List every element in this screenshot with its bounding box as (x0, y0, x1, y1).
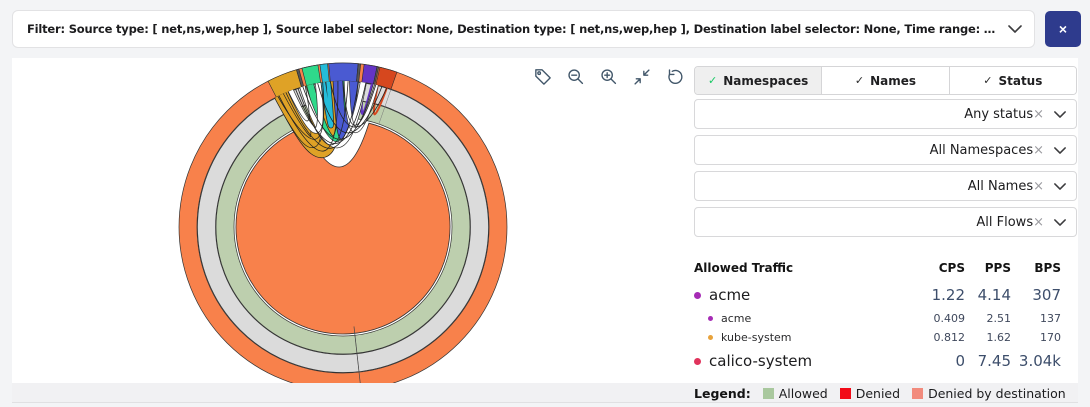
tab-label: Namespaces (723, 73, 809, 88)
flow-filter-panel: ✓ Namespaces ✓ Names ✓ Status Any status… (694, 66, 1077, 375)
column-header-cps: CPS (938, 261, 965, 275)
select-value: Any status (964, 106, 1034, 122)
row-name: acme (721, 312, 752, 325)
denied-swatch (839, 387, 851, 399)
traffic-table-header: Allowed Traffic CPS PPS BPS (694, 255, 1077, 281)
check-icon: ✓ (854, 74, 865, 87)
legend-strip: Legend: Allowed Denied Denied by destina… (12, 383, 1078, 403)
names-filter-select[interactable]: All Names × (694, 171, 1077, 201)
flows-filter-select[interactable]: All Flows × (694, 207, 1077, 237)
tab-label: Names (870, 73, 917, 88)
allowed-swatch (762, 387, 774, 399)
namespace-dot (694, 357, 701, 365)
tab-label: Status (998, 73, 1043, 88)
tag-icon (535, 69, 551, 85)
reset-button[interactable] (662, 64, 688, 90)
close-icon: × (1058, 21, 1068, 37)
cell-pps: 4.14 (977, 286, 1011, 304)
denied-by-destination-swatch (912, 387, 924, 399)
clear-icon[interactable]: × (1033, 106, 1044, 122)
cell-cps: 1.22 (931, 286, 965, 304)
cell-pps: 1.62 (986, 331, 1012, 344)
row-name: calico-system (709, 352, 813, 370)
clear-icon[interactable]: × (1033, 214, 1044, 230)
filter-bar[interactable]: Filter: Source type: [ net,ns,wep,hep ],… (12, 10, 1035, 48)
legend-item-denied-by-destination: Denied by destination (912, 386, 1066, 401)
cell-pps: 2.51 (986, 312, 1012, 325)
chart-toolbar (530, 64, 688, 90)
collapse-button[interactable] (629, 64, 655, 90)
clear-icon[interactable]: × (1033, 178, 1044, 194)
clear-icon[interactable]: × (1033, 142, 1044, 158)
zoom-out-icon (568, 69, 584, 85)
namespace-dot (694, 291, 701, 299)
traffic-table: Allowed Traffic CPS PPS BPS acme 1.22 4.… (694, 255, 1077, 375)
chevron-down-icon (1008, 25, 1022, 33)
layer-tabs: ✓ Namespaces ✓ Names ✓ Status (694, 66, 1077, 95)
cell-cps: 0.812 (933, 331, 966, 344)
chord-diagram[interactable] (12, 58, 690, 383)
select-value: All Names (967, 178, 1034, 194)
row-name: kube-system (721, 331, 792, 344)
cell-bps: 170 (1040, 331, 1061, 344)
check-icon: ✓ (983, 74, 993, 87)
zoom-in-icon (601, 69, 617, 85)
cell-bps: 3.04k (1018, 352, 1061, 370)
namespaces-filter-select[interactable]: All Namespaces × (694, 135, 1077, 165)
filter-summary: Filter: Source type: [ net,ns,wep,hep ],… (27, 22, 1000, 36)
zoom-out-button[interactable] (563, 64, 589, 90)
visualization-card: ✓ Namespaces ✓ Names ✓ Status Any status… (12, 58, 1078, 403)
status-filter-select[interactable]: Any status × (694, 99, 1077, 129)
cell-pps: 7.45 (977, 352, 1011, 370)
select-value: All Namespaces (929, 142, 1034, 158)
chevron-down-icon (1054, 218, 1066, 226)
check-icon: ✓ (708, 74, 718, 87)
legend-item-allowed: Allowed (762, 386, 828, 401)
table-row-acme[interactable]: acme 1.22 4.14 307 (694, 281, 1077, 309)
chevron-down-icon (1054, 110, 1066, 118)
legend-item-denied: Denied (839, 386, 900, 401)
legend-label: Legend: (694, 385, 751, 401)
namespace-dot (708, 316, 713, 321)
select-value: All Flows (976, 214, 1034, 230)
zoom-in-button[interactable] (596, 64, 622, 90)
table-row-calico-system[interactable]: calico-system 0 7.45 3.04k (694, 347, 1077, 375)
tab-namespaces[interactable]: ✓ Namespaces (695, 67, 822, 94)
table-row-kube-system[interactable]: kube-system 0.812 1.62 170 (694, 328, 1077, 347)
chevron-down-icon (1054, 146, 1066, 154)
table-row-acme-sub[interactable]: acme 0.409 2.51 137 (694, 309, 1077, 328)
tab-status[interactable]: ✓ Status (948, 67, 1076, 94)
reset-icon (668, 69, 683, 84)
row-name: acme (709, 286, 751, 304)
column-header-bps: BPS (1034, 261, 1061, 275)
column-header-pps: PPS (984, 261, 1011, 275)
namespace-dot (708, 335, 713, 340)
table-title: Allowed Traffic (694, 261, 794, 275)
collapse-icon (634, 69, 650, 85)
cell-bps: 137 (1040, 312, 1061, 325)
tag-button[interactable] (530, 64, 556, 90)
close-filter-button[interactable]: × (1045, 11, 1081, 47)
cell-bps: 307 (1032, 286, 1061, 304)
cell-cps: 0 (955, 352, 965, 370)
chevron-down-icon (1054, 182, 1066, 190)
tab-names[interactable]: ✓ Names (821, 67, 949, 94)
cell-cps: 0.409 (933, 312, 966, 325)
legend: Legend: Allowed Denied Denied by destina… (694, 383, 1066, 403)
